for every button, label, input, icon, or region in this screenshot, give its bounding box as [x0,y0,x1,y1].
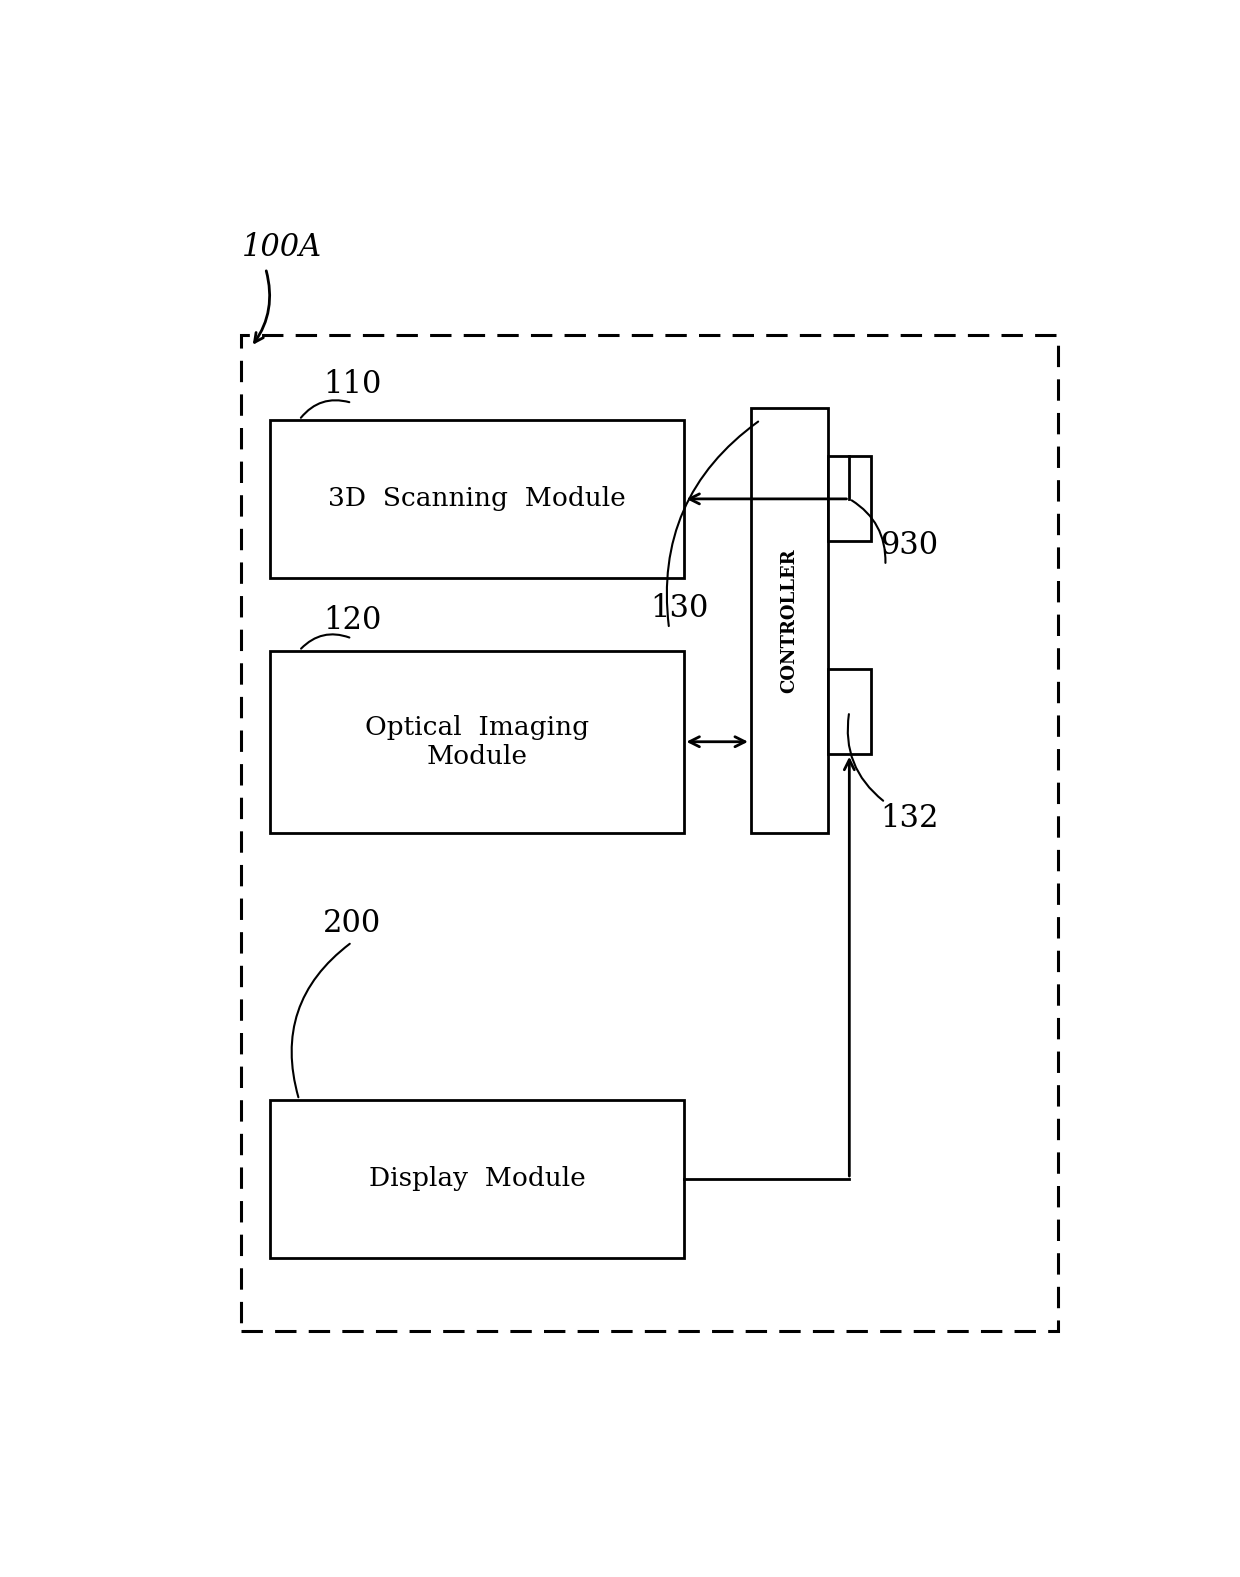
Text: 200: 200 [324,908,382,940]
Bar [270,1101,683,1258]
Bar [828,456,870,541]
Bar [270,651,683,833]
Bar [828,669,870,754]
Text: 110: 110 [324,369,382,401]
Text: 132: 132 [880,803,939,834]
Text: Optical  Imaging
Module: Optical Imaging Module [365,714,589,768]
Bar [270,419,683,577]
Text: 130: 130 [650,593,708,623]
Text: CONTROLLER: CONTROLLER [780,547,799,692]
Text: 930: 930 [880,530,939,560]
Text: 100A: 100A [242,232,321,263]
Text: 120: 120 [324,606,382,636]
Bar [751,408,828,833]
Text: Display  Module: Display Module [368,1167,585,1191]
Text: 3D  Scanning  Module: 3D Scanning Module [329,486,626,511]
Bar [242,334,1059,1331]
